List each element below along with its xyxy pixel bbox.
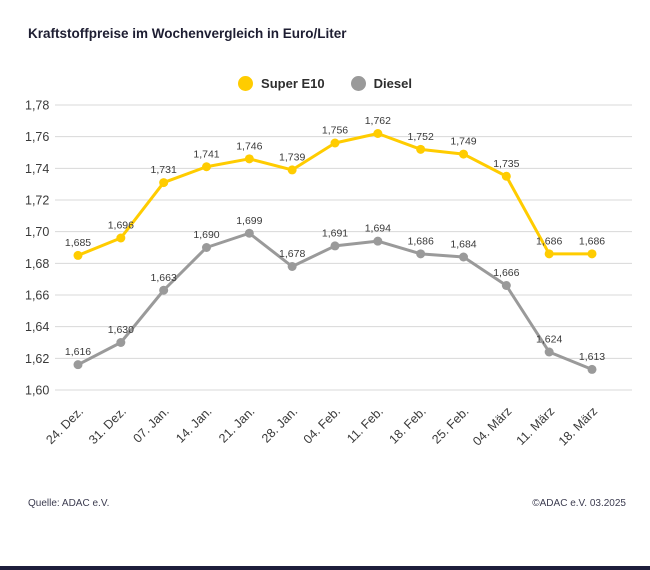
- data-point: [459, 149, 468, 159]
- data-point: [244, 154, 254, 164]
- data-point: [587, 364, 597, 374]
- data-point-label: 1,630: [108, 324, 134, 336]
- data-point-label: 1,666: [493, 267, 519, 279]
- data-point-label: 1,686: [579, 235, 605, 247]
- data-point-label: 1,690: [193, 229, 219, 241]
- x-tick-label: 24. Dez.: [43, 404, 86, 447]
- bottom-divider: [0, 566, 650, 570]
- copyright-text: ©ADAC e.V. 03.2025: [532, 498, 626, 509]
- x-tick-label: 04. März: [470, 404, 514, 448]
- data-point-label: 1,663: [151, 272, 177, 284]
- y-tick-label: 1,66: [25, 289, 49, 303]
- x-tick-label: 07. Jan.: [130, 404, 171, 445]
- data-point-label: 1,699: [236, 215, 262, 227]
- data-point-label: 1,613: [579, 351, 605, 363]
- data-point: [459, 252, 468, 262]
- y-tick-label: 1,78: [25, 99, 49, 113]
- x-tick-label: 18. Feb.: [386, 404, 428, 446]
- data-point: [287, 165, 297, 175]
- y-tick-label: 1,74: [25, 162, 49, 176]
- legend-item-super-e10: Super E10: [238, 76, 325, 91]
- x-tick-label: 11. März: [514, 404, 558, 448]
- chart-legend: Super E10 Diesel: [0, 76, 650, 91]
- data-point-label: 1,741: [193, 148, 219, 160]
- y-tick-label: 1,62: [25, 352, 49, 366]
- data-point: [159, 285, 169, 295]
- data-point-label: 1,678: [279, 248, 305, 260]
- data-point-label: 1,749: [450, 136, 476, 148]
- x-tick-label: 31. Dez.: [86, 404, 129, 447]
- data-point: [330, 241, 340, 251]
- data-point-label: 1,691: [322, 227, 348, 239]
- data-point-label: 1,746: [236, 140, 262, 152]
- data-point: [202, 162, 211, 172]
- y-tick-label: 1,60: [25, 384, 49, 398]
- data-point: [501, 281, 511, 290]
- y-tick-label: 1,64: [25, 320, 49, 334]
- data-point: [544, 249, 554, 259]
- y-tick-label: 1,76: [25, 130, 49, 144]
- x-tick-label: 14. Jan.: [173, 404, 214, 445]
- x-tick-label: 18. März: [556, 404, 600, 448]
- data-point: [73, 360, 83, 370]
- data-point-label: 1,686: [536, 235, 562, 247]
- series-line-diesel: [76, 231, 594, 371]
- x-tick-label: 25. Feb.: [429, 404, 471, 446]
- legend-label-diesel: Diesel: [373, 76, 412, 91]
- data-point: [73, 250, 83, 260]
- data-point: [501, 171, 511, 181]
- data-point: [416, 249, 426, 259]
- data-point: [373, 236, 383, 246]
- data-point: [116, 233, 126, 243]
- data-point-label: 1,696: [108, 220, 134, 232]
- data-point: [287, 262, 297, 271]
- data-point-label: 1,731: [151, 164, 177, 176]
- data-point: [373, 129, 383, 138]
- data-point: [202, 243, 211, 252]
- x-tick-label: 04. Feb.: [301, 404, 343, 446]
- y-tick-label: 1,70: [25, 225, 49, 239]
- data-point: [330, 138, 340, 148]
- data-point: [116, 338, 126, 347]
- x-tick-label: 21. Jan.: [216, 404, 257, 445]
- data-point: [416, 144, 426, 154]
- data-point: [244, 228, 254, 238]
- x-tick-label: 28. Jan.: [259, 404, 300, 445]
- y-tick-label: 1,68: [25, 257, 49, 271]
- chart-footer: Quelle: ADAC e.V. ©ADAC e.V. 03.2025: [28, 498, 626, 509]
- source-text: Quelle: ADAC e.V.: [28, 498, 110, 509]
- super-e10-dot-icon: [238, 76, 254, 91]
- page-title: Kraftstoffpreise im Wochenvergleich in E…: [28, 26, 347, 41]
- data-point-label: 1,735: [493, 158, 519, 170]
- legend-label-super-e10: Super E10: [261, 76, 325, 91]
- data-point-label: 1,739: [279, 151, 305, 163]
- data-point-label: 1,756: [322, 125, 348, 137]
- data-point-label: 1,752: [408, 131, 434, 143]
- data-point-label: 1,686: [408, 235, 434, 247]
- data-point-label: 1,694: [365, 223, 391, 235]
- data-point-label: 1,624: [536, 334, 562, 346]
- x-tick-label: 11. Feb.: [344, 404, 386, 446]
- data-point-label: 1,616: [65, 346, 91, 358]
- legend-item-diesel: Diesel: [350, 76, 412, 91]
- data-point: [159, 178, 169, 188]
- y-tick-label: 1,72: [25, 194, 49, 208]
- data-point-label: 1,685: [65, 237, 91, 249]
- data-point-label: 1,684: [450, 239, 476, 251]
- diesel-dot-icon: [350, 76, 366, 91]
- data-point: [544, 347, 554, 357]
- data-point-label: 1,762: [365, 115, 391, 127]
- data-point: [587, 249, 597, 259]
